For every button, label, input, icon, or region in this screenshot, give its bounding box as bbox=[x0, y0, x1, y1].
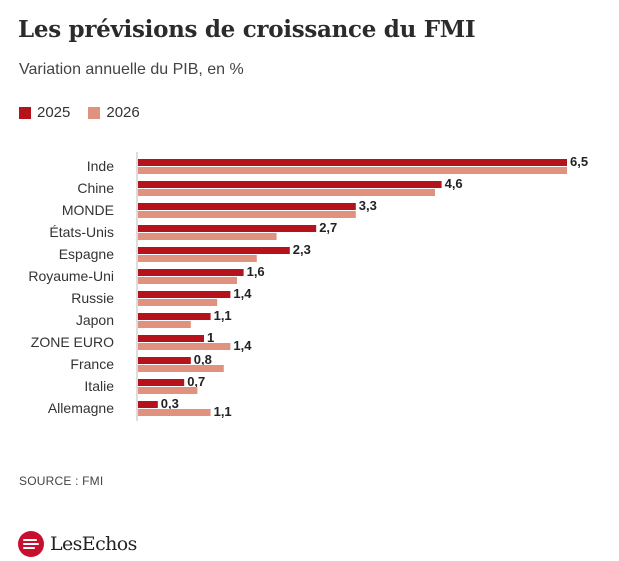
bar-2026 bbox=[138, 233, 277, 240]
bar-2025 bbox=[138, 159, 567, 166]
data-label-2025: 1,4 bbox=[233, 286, 252, 301]
data-label-2025: 6,5 bbox=[570, 154, 588, 169]
category-label: MONDE bbox=[62, 202, 114, 218]
bar-2025 bbox=[138, 291, 231, 298]
legend-label-2026: 2026 bbox=[106, 104, 140, 121]
category-label: Chine bbox=[77, 180, 114, 196]
category-label: Royaume-Uni bbox=[28, 268, 114, 284]
bar-2025 bbox=[138, 313, 211, 320]
bar-chart: Inde 6,5 Chine 4,6 MONDE 3,3 États-Unis 2,7 Espa… bbox=[28, 152, 588, 421]
data-label-2025: 3,3 bbox=[359, 198, 377, 213]
legend-item-2026: 2026 bbox=[88, 104, 140, 121]
data-label-2025: 1 bbox=[207, 330, 214, 345]
bar-2025 bbox=[138, 247, 290, 254]
bar-2026 bbox=[138, 409, 211, 416]
category-label: Allemagne bbox=[48, 400, 114, 416]
data-label-2025: 0,8 bbox=[194, 352, 212, 367]
bar-2026 bbox=[138, 167, 567, 174]
bar-2025 bbox=[138, 401, 158, 408]
bar-2026 bbox=[138, 299, 218, 306]
category-label: Italie bbox=[84, 378, 114, 394]
bar-2025 bbox=[138, 379, 185, 386]
category-label: Russie bbox=[71, 290, 114, 306]
legend-swatch-2025 bbox=[19, 106, 31, 119]
data-label-2025: 1,1 bbox=[214, 308, 232, 323]
bar-2026 bbox=[138, 277, 237, 284]
bar-2025 bbox=[138, 225, 317, 232]
data-label-2026: 1,1 bbox=[214, 404, 232, 419]
category-label: Japon bbox=[76, 312, 114, 328]
bar-2025 bbox=[138, 269, 244, 276]
legend-label-2025: 2025 bbox=[37, 104, 71, 121]
legend-item-2025: 2025 bbox=[19, 104, 70, 121]
category-label: Inde bbox=[87, 158, 114, 174]
chart-title: Les prévisions de croissance du FMI bbox=[18, 16, 476, 43]
category-label: ZONE EURO bbox=[31, 334, 114, 350]
data-label-2025: 0,7 bbox=[187, 374, 205, 389]
legend: 2025 2026 bbox=[19, 104, 158, 121]
bar-2025 bbox=[138, 203, 356, 210]
bar-2026 bbox=[138, 365, 224, 372]
legend-swatch-2026 bbox=[88, 106, 101, 119]
data-label-2025: 0,3 bbox=[161, 396, 179, 411]
chart-subtitle: Variation annuelle du PIB, en % bbox=[19, 61, 244, 78]
category-label: France bbox=[70, 356, 114, 372]
les-echos-logo-icon bbox=[18, 531, 44, 557]
logo-text: LesEchos bbox=[50, 533, 137, 555]
source-note: SOURCE : FMI bbox=[19, 474, 104, 488]
bar-2025 bbox=[138, 181, 442, 188]
bar-2025 bbox=[138, 357, 191, 364]
data-label-2025: 2,7 bbox=[319, 220, 337, 235]
bar-2026 bbox=[138, 321, 191, 328]
bar-2026 bbox=[138, 189, 435, 196]
data-label-2026: 1,4 bbox=[233, 338, 252, 353]
category-label: Espagne bbox=[59, 246, 114, 262]
data-label-2025: 1,6 bbox=[247, 264, 265, 279]
data-label-2025: 4,6 bbox=[445, 176, 463, 191]
bar-2026 bbox=[138, 343, 231, 350]
les-echos-logo: LesEchos bbox=[18, 531, 137, 557]
bar-2025 bbox=[138, 335, 204, 342]
data-label-2025: 2,3 bbox=[293, 242, 311, 257]
category-label: États-Unis bbox=[49, 224, 114, 240]
bar-2026 bbox=[138, 255, 257, 262]
bar-2026 bbox=[138, 387, 198, 394]
bar-2026 bbox=[138, 211, 356, 218]
